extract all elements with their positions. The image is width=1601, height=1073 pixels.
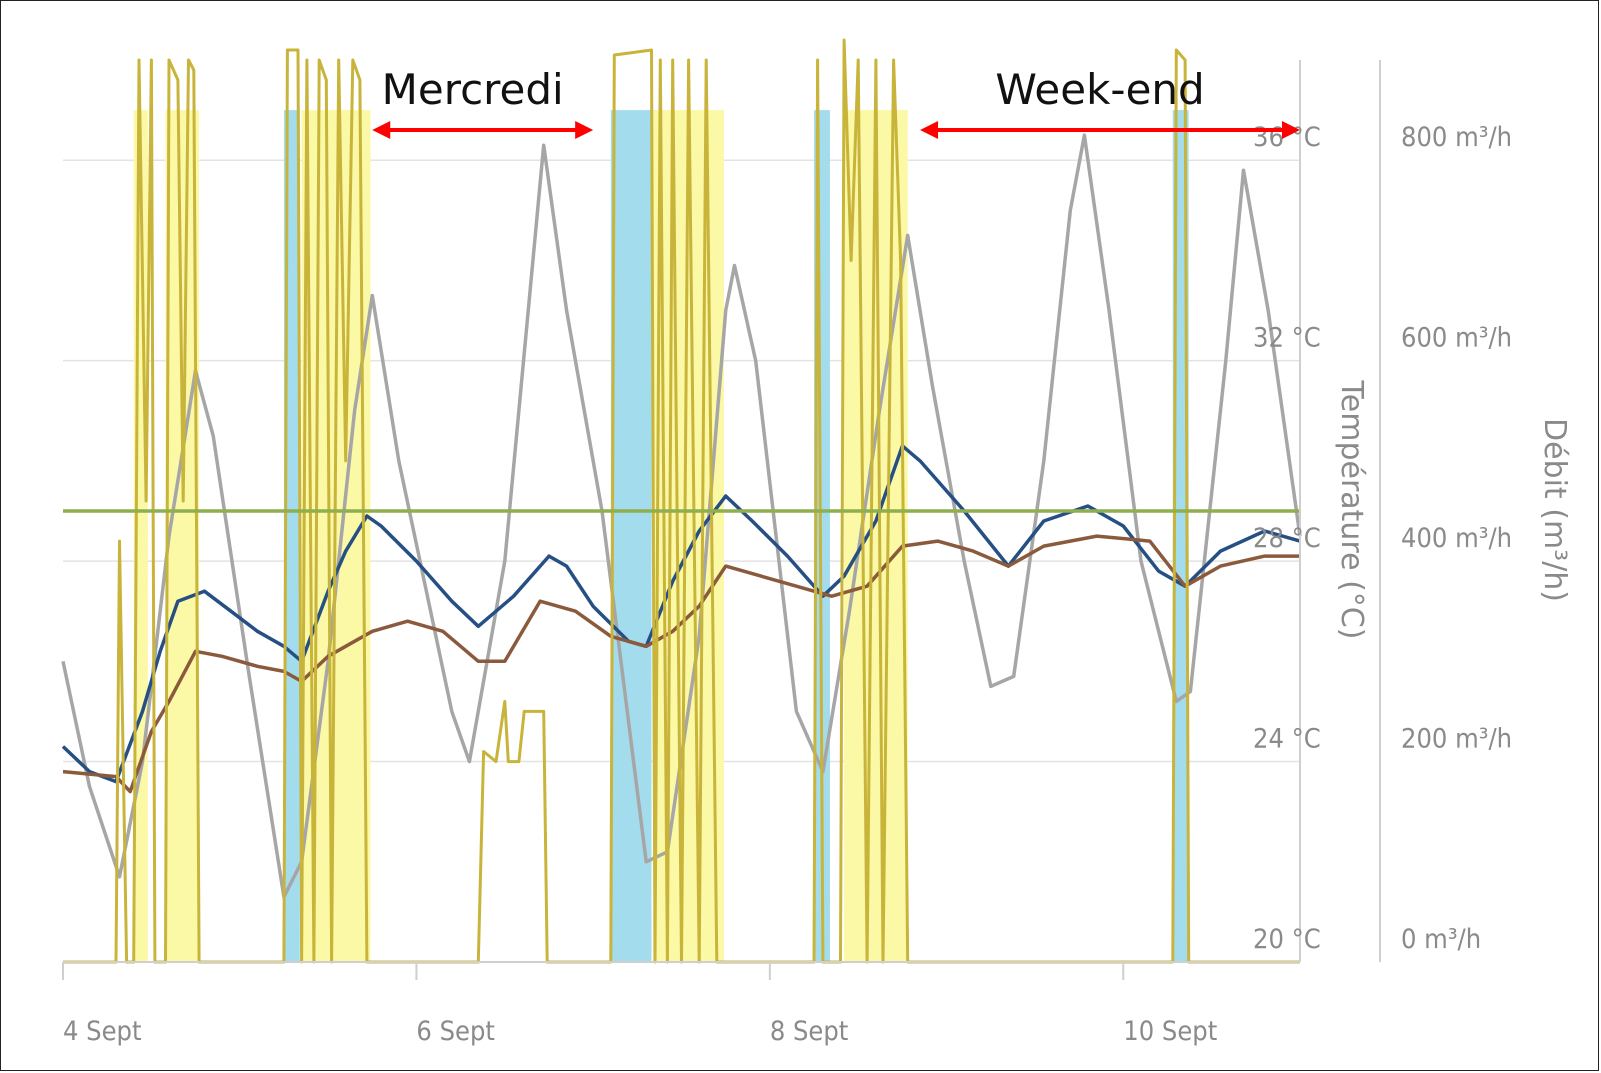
y-right-tick-label: 0 m³/h: [1401, 924, 1481, 955]
y-right-tick-label: 400 m³/h: [1401, 523, 1512, 554]
series-line: [63, 38, 1300, 964]
band-blue: [283, 110, 300, 963]
y-right-tick-label: 800 m³/h: [1401, 122, 1512, 153]
annotation-arrowhead: [575, 121, 594, 139]
annotation-label: Week-end: [995, 65, 1204, 114]
annotation-arrowhead: [920, 121, 939, 139]
x-tick-label: 4 Sept: [63, 1016, 141, 1047]
y-left-tick-label: 28 °C: [1253, 523, 1321, 554]
band-blue: [610, 110, 652, 963]
y-left-ticks: 20 °C24 °C28 °C32 °C36 °C: [1253, 122, 1321, 955]
band-yellow: [844, 110, 908, 963]
y-right-tick-label: 600 m³/h: [1401, 323, 1512, 354]
annotations: Mercredi Week-end: [372, 65, 1300, 139]
annotation-arrowhead: [372, 121, 391, 139]
y-left-tick-label: 20 °C: [1253, 924, 1321, 955]
annotation-arrowhead: [1282, 121, 1300, 139]
annotation-label: Mercredi: [382, 65, 564, 114]
axes: [63, 60, 1381, 963]
x-tick-label: 10 Sept: [1123, 1016, 1217, 1047]
y-right-tick-label: 200 m³/h: [1401, 724, 1512, 755]
y-left-tick-label: 24 °C: [1253, 724, 1321, 755]
y-left-tick-label: 32 °C: [1253, 323, 1321, 354]
y-left-axis-title: Température (°C): [1334, 380, 1369, 640]
y-right-ticks: 0 m³/h 200 m³/h 400 m³/h 600 m³/h 800 m³/h: [1401, 122, 1512, 955]
x-tick-label: 8 Sept: [770, 1016, 848, 1047]
x-tick-label: 6 Sept: [416, 1016, 494, 1047]
y-right-axis-title: Débit (m³/h): [1537, 418, 1572, 602]
series-lines: [61, 38, 1302, 964]
x-ticks: 4 Sept 6 Sept 8 Sept 10 Sept: [62, 962, 1217, 1047]
